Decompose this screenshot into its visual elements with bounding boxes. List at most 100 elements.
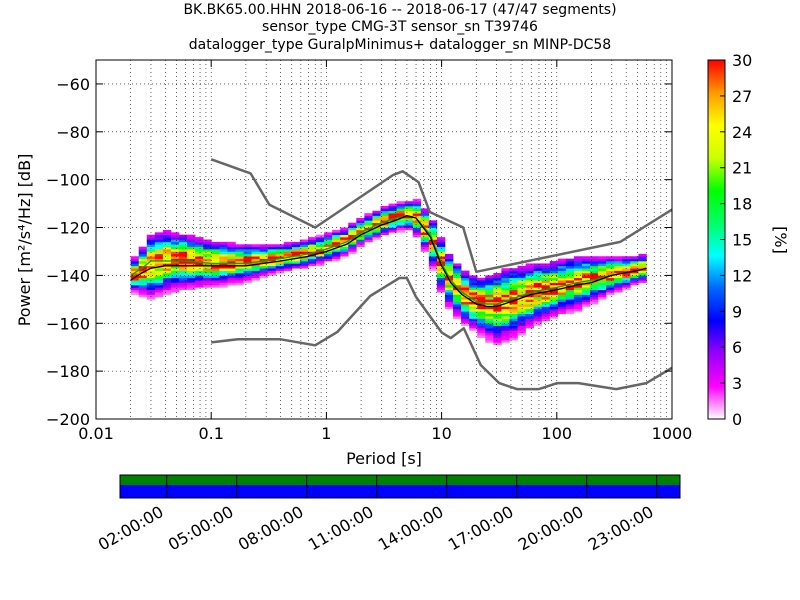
heatmap-cell (581, 265, 591, 269)
heatmap-cell (412, 225, 422, 228)
heatmap-cell (606, 273, 615, 276)
heatmap-cell (227, 280, 236, 283)
heatmap-cell (380, 205, 389, 209)
heatmap-cell (485, 294, 494, 298)
heatmap-cell (598, 265, 607, 269)
heatmap-cell (203, 256, 212, 259)
heatmap-cell (138, 263, 148, 267)
heatmap-cell (146, 273, 156, 276)
heatmap-cell (291, 251, 301, 255)
heatmap-cell (493, 289, 502, 293)
heatmap-cell (509, 275, 518, 279)
heatmap-cell (428, 249, 438, 252)
heatmap-cell (412, 208, 422, 212)
heatmap-cell (501, 330, 510, 334)
heatmap-cell (130, 284, 140, 288)
heatmap-cell (420, 213, 430, 216)
heatmap-cell (549, 289, 559, 293)
heatmap-cell (243, 258, 252, 262)
heatmap-cell (187, 246, 196, 250)
heatmap-cell (501, 275, 510, 279)
heatmap-cell (573, 270, 583, 274)
heatmap-cell (211, 244, 220, 247)
heatmap-cell (453, 275, 462, 279)
heatmap-cell (598, 289, 607, 293)
colorbar-label: [%] (771, 226, 790, 254)
heatmap-cell (509, 332, 518, 336)
heatmap-cell (154, 244, 164, 247)
heatmap-cell (461, 313, 470, 317)
heatmap-cell (453, 273, 462, 276)
heatmap-cell (573, 292, 583, 295)
heatmap-cell (187, 287, 196, 291)
heatmap-cell (332, 249, 341, 252)
heatmap-cell (187, 251, 196, 255)
heatmap-cell (461, 311, 470, 314)
heatmap-cell (235, 282, 244, 286)
heatmap-cell (565, 258, 575, 262)
heatmap-cell (493, 325, 502, 329)
heatmap-cell (275, 256, 285, 259)
heatmap-cell (396, 222, 405, 226)
heatmap-cell (533, 299, 542, 303)
heatmap-cell (509, 284, 518, 288)
heatmap-cell (219, 249, 228, 252)
heatmap-cell (187, 275, 196, 279)
heatmap-cell (493, 320, 502, 324)
heatmap-cell (170, 234, 180, 238)
heatmap-cell (251, 246, 260, 250)
heatmap-cell (332, 253, 341, 257)
heatmap-cell (340, 253, 349, 257)
heatmap-cell (525, 313, 534, 317)
heatmap-cell (307, 246, 317, 250)
heatmap-cell (436, 277, 446, 281)
heatmap-cell (211, 251, 220, 255)
heatmap-cell (388, 210, 397, 214)
heatmap-cell (525, 275, 534, 279)
heatmap-cell (235, 246, 244, 250)
heatmap-cell (364, 220, 373, 224)
heatmap-cell (154, 273, 164, 276)
heatmap-cell (606, 265, 615, 269)
heatmap-cell (291, 263, 301, 267)
heatmap-cell (533, 301, 542, 305)
heatmap-cell (162, 237, 172, 240)
heatmap-cell (549, 287, 559, 291)
heatmap-cell (509, 304, 518, 307)
heatmap-cell (138, 289, 148, 293)
heatmap-cell (493, 340, 502, 343)
heatmap-cell (501, 292, 510, 295)
heatmap-cell (501, 282, 510, 286)
heatmap-cell (162, 253, 172, 257)
heatmap-cell (211, 275, 220, 279)
heatmap-cell (453, 277, 462, 281)
heatmap-cell (469, 325, 478, 329)
heatmap-cell (573, 299, 583, 303)
heatmap-cell (154, 289, 164, 293)
heatmap-cell (598, 263, 607, 267)
heatmap-cell (388, 203, 397, 207)
heatmap-cell (501, 332, 510, 336)
heatmap-cell (590, 287, 599, 291)
heatmap-cell (533, 308, 542, 312)
heatmap-cell (404, 213, 414, 216)
heatmap-cell (501, 335, 510, 338)
heatmap-cell (549, 311, 559, 314)
heatmap-cell (219, 256, 228, 259)
heatmap-cell (187, 280, 196, 283)
heatmap-cell (372, 222, 381, 226)
heatmap-cell (227, 268, 236, 271)
heatmap-cell (162, 282, 172, 286)
heatmap-cell (235, 249, 244, 252)
heatmap-cell (541, 304, 551, 307)
heatmap-cell (614, 280, 623, 283)
heatmap-cell (195, 275, 204, 279)
heatmap-cell (606, 268, 615, 271)
heatmap-cell (517, 304, 526, 307)
heatmap-cell (477, 277, 486, 281)
heatmap-cell (549, 308, 559, 312)
heatmap-cell (332, 258, 341, 262)
heatmap-cell (533, 296, 542, 300)
heatmap-cell (267, 256, 277, 259)
heatmap-cell (509, 270, 518, 274)
